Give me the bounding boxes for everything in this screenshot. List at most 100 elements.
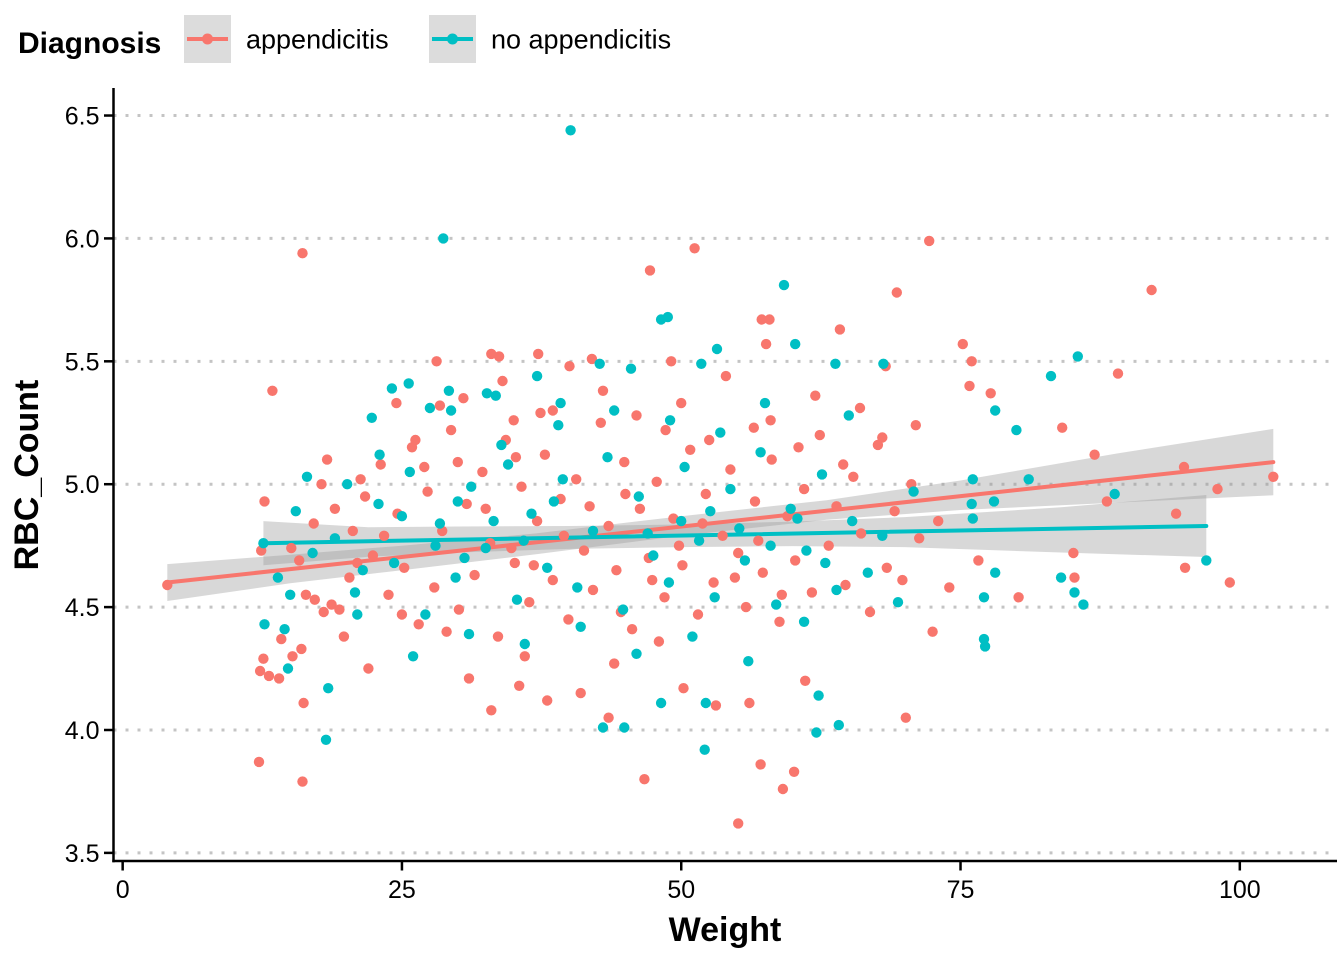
data-point-appendicitis (651, 476, 662, 487)
data-point-appendicitis (298, 697, 309, 709)
data-point-no-appendicitis (967, 513, 978, 524)
data-point-appendicitis (692, 609, 704, 620)
data-point-no-appendicitis (743, 656, 754, 667)
data-point-appendicitis (329, 503, 341, 514)
data-point-appendicitis (453, 604, 465, 615)
data-point-no-appendicitis (443, 385, 455, 396)
data-point-appendicitis (524, 597, 535, 608)
data-point-no-appendicitis (633, 491, 644, 502)
data-point-no-appendicitis (790, 338, 801, 350)
data-point-no-appendicitis (450, 572, 461, 583)
data-point-no-appendicitis (990, 405, 1001, 416)
data-point-appendicitis (1178, 461, 1190, 473)
data-point-appendicitis (755, 759, 766, 770)
data-point-no-appendicitis (830, 358, 841, 369)
data-point-no-appendicitis (655, 697, 667, 709)
data-point-appendicitis (689, 243, 700, 254)
data-point-appendicitis (710, 700, 722, 711)
data-point-appendicitis (422, 486, 433, 497)
data-point-appendicitis (676, 397, 687, 409)
data-point-no-appendicitis (759, 397, 771, 409)
data-point-appendicitis (300, 589, 312, 600)
data-point-no-appendicitis (705, 506, 716, 517)
data-point-appendicitis (957, 338, 968, 350)
data-point-appendicitis (508, 415, 519, 426)
x-tick-label: 50 (667, 876, 695, 904)
scatter-points (162, 125, 1279, 829)
data-point-no-appendicitis (877, 530, 888, 541)
data-point-appendicitis (966, 356, 977, 367)
data-point-no-appendicitis (663, 577, 675, 588)
data-point-appendicitis (519, 651, 530, 662)
data-point-no-appendicitis (700, 697, 711, 709)
data-point-appendicitis (309, 594, 320, 605)
data-point-no-appendicitis (285, 589, 296, 600)
data-point-appendicitis (564, 361, 575, 372)
data-point-appendicitis (603, 520, 614, 532)
data-point-appendicitis (597, 385, 609, 396)
data-point-appendicitis (441, 626, 452, 637)
data-point-appendicitis (806, 587, 818, 598)
data-point-appendicitis (891, 287, 902, 298)
data-point-appendicitis (276, 633, 287, 645)
data-point-appendicitis (1212, 483, 1223, 495)
data-point-appendicitis (254, 665, 266, 677)
data-point-appendicitis (838, 459, 849, 470)
data-point-appendicitis (535, 407, 546, 419)
data-point-appendicitis (575, 687, 586, 699)
data-point-no-appendicitis (404, 466, 415, 478)
data-point-appendicitis (668, 513, 679, 524)
data-point-appendicitis (1069, 572, 1080, 583)
data-point-appendicitis (677, 560, 688, 571)
data-point-no-appendicitis (631, 648, 642, 659)
data-point-no-appendicitis (594, 358, 605, 369)
data-point-appendicitis (510, 452, 522, 463)
data-point-appendicitis (626, 624, 638, 635)
data-point-no-appendicitis (445, 405, 457, 416)
data-point-appendicitis (492, 631, 504, 642)
data-point-no-appendicitis (693, 535, 705, 546)
y-tick-label: 5.0 (65, 471, 100, 499)
data-point-appendicitis (429, 582, 440, 593)
data-point-appendicitis (889, 506, 900, 517)
data-point-no-appendicitis (625, 363, 637, 374)
data-point-no-appendicitis (1201, 555, 1212, 566)
data-point-no-appendicitis (990, 567, 1001, 578)
data-point-no-appendicitis (833, 719, 844, 731)
data-point-appendicitis (659, 592, 670, 603)
data-point-no-appendicitis (396, 511, 408, 522)
data-point-appendicitis (563, 614, 574, 625)
data-point-appendicitis (964, 380, 975, 392)
data-point-no-appendicitis (480, 542, 491, 554)
data-point-appendicitis (375, 459, 386, 470)
data-point-appendicitis (547, 405, 558, 416)
data-point-no-appendicitis (259, 619, 270, 630)
x-tick-label: 0 (116, 876, 130, 904)
data-point-appendicitis (729, 572, 741, 583)
data-point-appendicitis (431, 356, 442, 367)
data-point-appendicitis (578, 545, 590, 556)
data-point-appendicitis (854, 402, 866, 414)
data-point-appendicitis (685, 444, 696, 455)
data-point-no-appendicitis (1109, 488, 1120, 500)
data-point-appendicitis (660, 424, 671, 436)
data-point-appendicitis (744, 697, 755, 709)
data-point-no-appendicitis (290, 506, 301, 517)
data-point-appendicitis (477, 466, 488, 478)
data-point-appendicitis (933, 515, 944, 527)
data-point-no-appendicitis (687, 631, 698, 642)
trend-line-no-appendicitis (261, 524, 1209, 546)
data-point-no-appendicitis (490, 390, 501, 401)
data-point-no-appendicitis (434, 518, 446, 529)
data-point-no-appendicitis (565, 125, 576, 136)
legend-key-point (202, 33, 213, 45)
data-point-no-appendicitis (798, 616, 810, 627)
data-point-appendicitis (611, 565, 622, 576)
confidence-bands (167, 428, 1274, 601)
data-point-appendicitis (595, 417, 606, 428)
data-point-appendicitis (514, 680, 525, 691)
data-point-appendicitis (516, 481, 527, 492)
data-point-appendicitis (910, 420, 921, 431)
y-tick-label: 6.0 (65, 225, 100, 253)
data-point-no-appendicitis (711, 343, 723, 355)
